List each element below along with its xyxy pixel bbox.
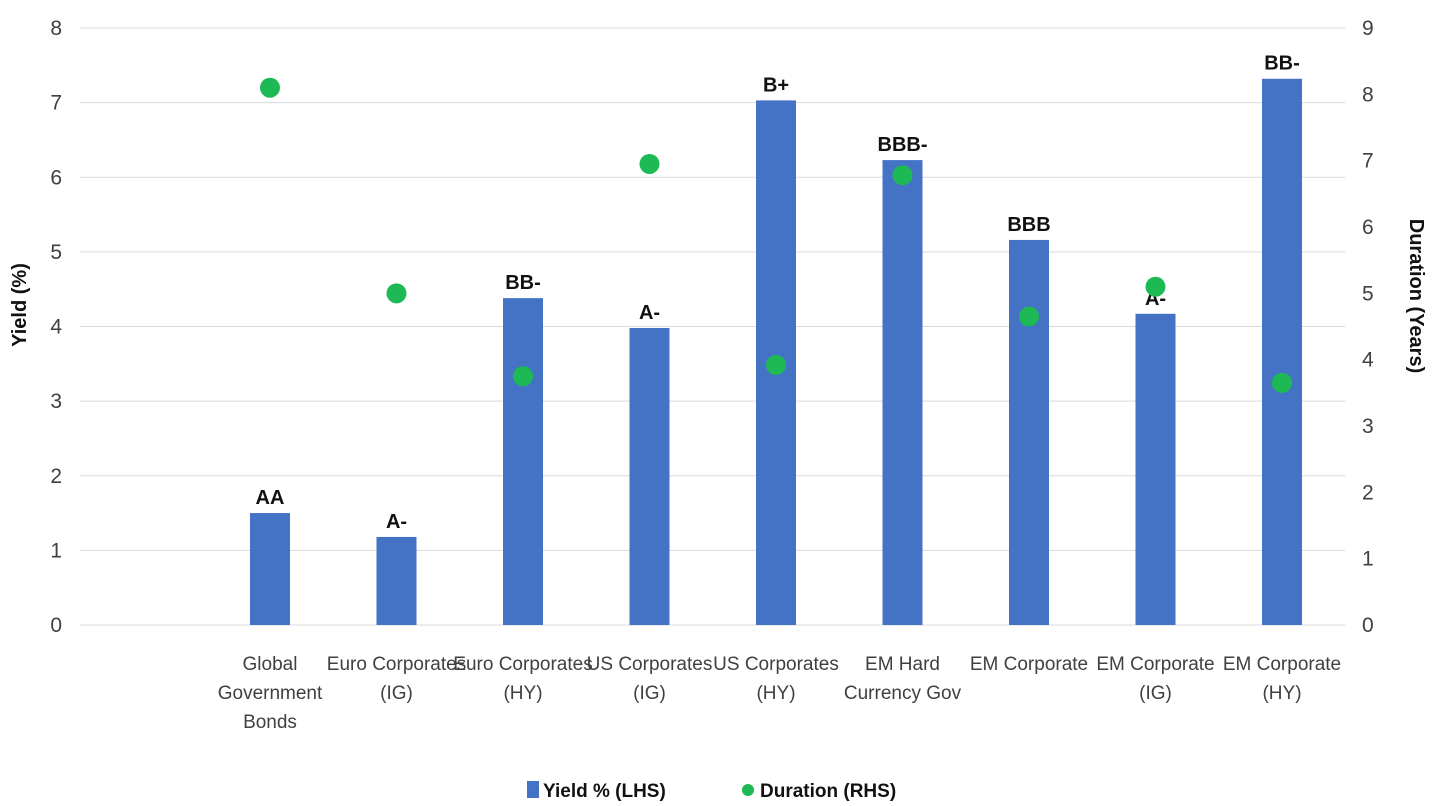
duration-point xyxy=(639,153,660,174)
right-axis-ticks: 0 1 2 3 4 5 6 7 8 9 xyxy=(1362,17,1374,637)
left-tick-label: 8 xyxy=(50,17,62,40)
yield-bars xyxy=(250,78,1302,626)
legend-yield-label: Yield % (LHS) xyxy=(543,781,666,802)
rating-label: BBB- xyxy=(878,134,928,156)
duration-point xyxy=(386,283,407,304)
duration-point xyxy=(513,366,533,387)
left-axis-title: Yield (%) xyxy=(9,263,31,347)
gridlines xyxy=(80,27,1345,626)
left-tick-label: 1 xyxy=(50,539,62,562)
yield-bar xyxy=(1009,239,1049,625)
category-label: EM Corporate (IG) xyxy=(1096,654,1214,704)
category-label: Euro Corporates (IG) xyxy=(327,654,466,704)
duration-points xyxy=(260,77,1292,393)
left-tick-label: 0 xyxy=(50,614,62,637)
right-tick-label: 4 xyxy=(1362,349,1374,372)
category-label: US Corporates (HY) xyxy=(713,654,839,704)
rating-label: B+ xyxy=(763,74,789,96)
left-tick-label: 5 xyxy=(50,241,62,264)
left-tick-label: 3 xyxy=(50,390,62,413)
yield-bar xyxy=(503,298,543,625)
left-axis-ticks: 0 1 2 3 4 5 6 7 8 xyxy=(50,17,62,637)
yield-bar xyxy=(1135,313,1176,625)
duration-point xyxy=(1019,306,1039,327)
left-tick-label: 7 xyxy=(50,92,62,115)
category-label: EM Corporate xyxy=(970,654,1088,675)
category-label: EM Corporate (HY) xyxy=(1223,654,1341,704)
yield-bar xyxy=(1262,78,1302,626)
right-tick-label: 0 xyxy=(1362,614,1374,637)
legend-duration-label: Duration (RHS) xyxy=(760,781,896,802)
duration-point xyxy=(892,165,913,186)
left-tick-label: 6 xyxy=(50,166,62,189)
right-tick-label: 8 xyxy=(1362,83,1374,106)
duration-point xyxy=(1145,276,1166,297)
right-tick-label: 1 xyxy=(1362,548,1374,571)
yield-bar xyxy=(250,513,290,625)
duration-point xyxy=(1272,372,1292,393)
right-tick-label: 2 xyxy=(1362,481,1374,504)
category-label: Global Government Bonds xyxy=(218,654,323,733)
right-tick-label: 9 xyxy=(1362,17,1374,40)
left-tick-label: 2 xyxy=(50,465,62,488)
rating-label: A- xyxy=(386,511,407,533)
yield-bar xyxy=(629,327,670,625)
right-tick-label: 3 xyxy=(1362,415,1374,438)
rating-label: BB- xyxy=(505,272,541,294)
rating-label: AA xyxy=(256,487,285,509)
rating-label: A- xyxy=(639,302,660,324)
rating-label: BBB xyxy=(1007,214,1050,236)
legend-duration-marker xyxy=(742,784,754,796)
legend-yield-swatch xyxy=(527,781,539,798)
yield-bar xyxy=(882,160,923,625)
category-label: EM Hard Currency Gov xyxy=(844,654,962,704)
duration-point xyxy=(766,354,786,375)
right-axis-title: Duration (Years) xyxy=(1405,219,1427,373)
category-label: Euro Corporates (HY) xyxy=(453,654,592,704)
category-label: US Corporates (IG) xyxy=(587,654,713,704)
right-tick-label: 6 xyxy=(1362,216,1374,239)
right-tick-label: 5 xyxy=(1362,282,1374,305)
right-tick-label: 7 xyxy=(1362,150,1374,173)
duration-point xyxy=(260,77,280,98)
legend: Yield % (LHS) Duration (RHS) xyxy=(527,781,896,802)
rating-label: BB- xyxy=(1264,53,1300,75)
yield-bar xyxy=(376,536,417,625)
left-tick-label: 4 xyxy=(50,316,62,339)
